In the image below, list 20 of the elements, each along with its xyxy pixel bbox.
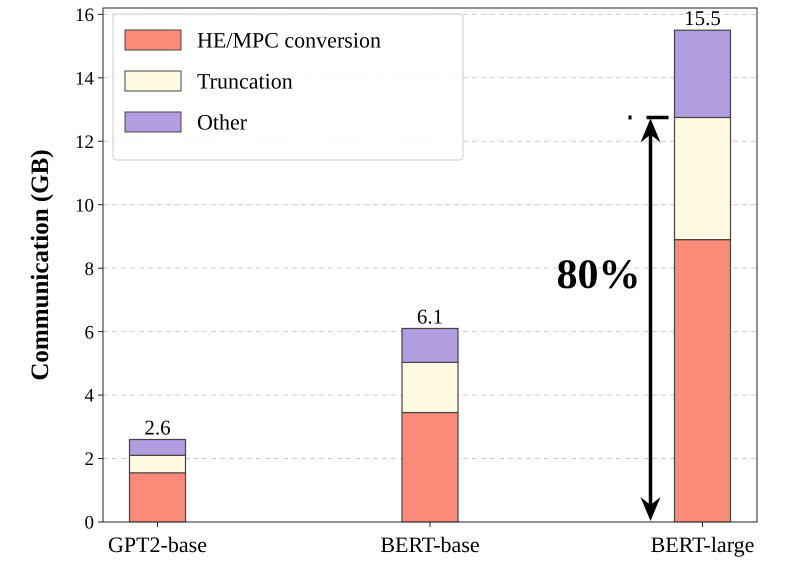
- y-tick-label: 0: [84, 512, 94, 534]
- x-tick-label: GPT2-base: [108, 532, 207, 557]
- y-tick-label: 16: [75, 4, 94, 26]
- y-tick-label: 8: [84, 258, 94, 280]
- total-label: 2.6: [144, 416, 171, 440]
- y-tick-label: 12: [75, 132, 94, 153]
- x-tick-label: BERT-base: [380, 532, 480, 557]
- total-label: 15.5: [684, 6, 721, 30]
- total-label: 6.1: [416, 304, 444, 328]
- y-tick-label: 10: [75, 195, 94, 216]
- y-tick-label: 4: [84, 386, 94, 407]
- y-tick-label: 14: [75, 68, 94, 90]
- x-tick-label: BERT-large: [650, 532, 754, 557]
- annotation: 80%: [556, 252, 640, 298]
- legend-label: Other: [197, 110, 248, 135]
- legend-label: HE/MPC conversion: [197, 28, 381, 53]
- y-tick-label: 6: [84, 322, 94, 344]
- y-axis-title: Communication (GB): [27, 149, 54, 381]
- y-tick-label: 2: [84, 449, 94, 470]
- legend-label: Truncation: [197, 68, 293, 94]
